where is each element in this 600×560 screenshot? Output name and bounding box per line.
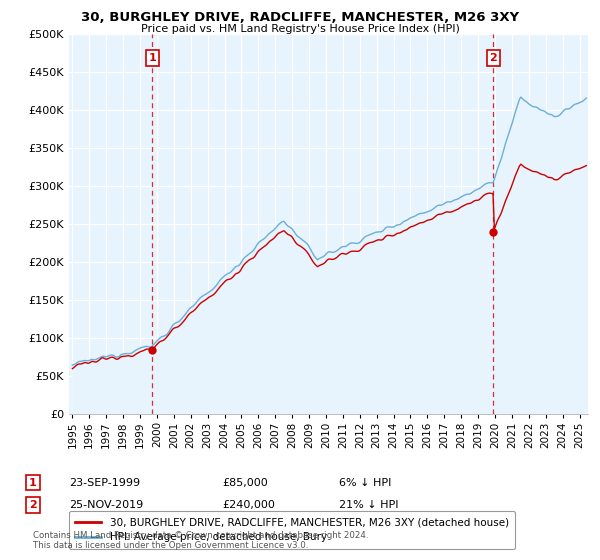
Text: 1: 1 [29,478,37,488]
Text: Contains HM Land Registry data © Crown copyright and database right 2024.
This d: Contains HM Land Registry data © Crown c… [33,531,368,550]
Text: 1: 1 [148,53,156,63]
Text: 23-SEP-1999: 23-SEP-1999 [69,478,140,488]
Legend: 30, BURGHLEY DRIVE, RADCLIFFE, MANCHESTER, M26 3XY (detached house), HPI: Averag: 30, BURGHLEY DRIVE, RADCLIFFE, MANCHESTE… [69,511,515,549]
Text: Price paid vs. HM Land Registry's House Price Index (HPI): Price paid vs. HM Land Registry's House … [140,24,460,34]
Text: 6% ↓ HPI: 6% ↓ HPI [339,478,391,488]
Text: 2: 2 [490,53,497,63]
Text: 2: 2 [29,500,37,510]
Text: £85,000: £85,000 [222,478,268,488]
Text: 30, BURGHLEY DRIVE, RADCLIFFE, MANCHESTER, M26 3XY: 30, BURGHLEY DRIVE, RADCLIFFE, MANCHESTE… [81,11,519,24]
Text: £240,000: £240,000 [222,500,275,510]
Text: 21% ↓ HPI: 21% ↓ HPI [339,500,398,510]
Text: 25-NOV-2019: 25-NOV-2019 [69,500,143,510]
